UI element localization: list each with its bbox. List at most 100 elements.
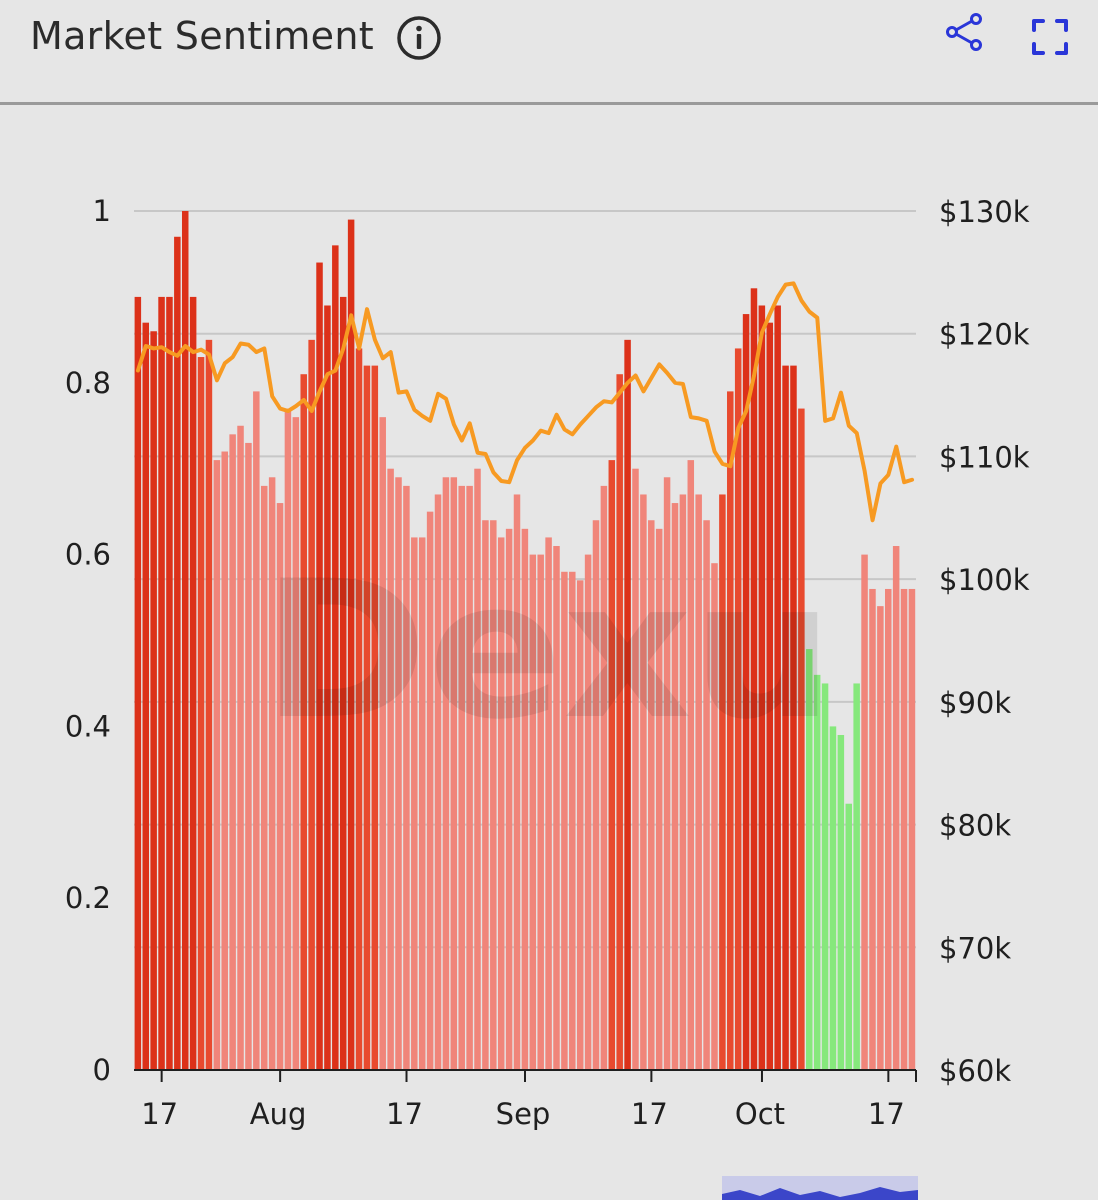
sentiment-bar: [482, 520, 489, 1070]
sentiment-bar: [434, 494, 442, 1071]
sentiment-bar: [600, 485, 608, 1070]
right-axis-tick-label: $100k: [939, 563, 1030, 597]
sentiment-bar: [458, 485, 465, 1070]
sentiment-bar: [885, 588, 892, 1070]
sentiment-bar: [150, 331, 157, 1070]
watermark-text: Dexu: [262, 540, 834, 761]
sentiment-bar: [734, 348, 742, 1070]
sentiment-bar: [813, 674, 821, 1070]
sentiment-bar: [497, 537, 505, 1070]
sentiment-bars: [134, 211, 916, 1071]
sentiment-bar: [703, 520, 710, 1070]
sentiment-bar: [379, 417, 386, 1070]
sentiment-bar: [553, 546, 560, 1070]
sentiment-bar: [387, 468, 394, 1070]
sentiment-bar: [276, 503, 284, 1070]
sentiment-bar: [300, 374, 307, 1071]
sentiment-bar: [189, 296, 197, 1070]
sentiment-bar: [790, 365, 797, 1070]
sentiment-bar: [798, 408, 805, 1070]
sentiment-bar: [845, 803, 853, 1070]
sentiment-bar: [411, 537, 418, 1070]
sentiment-bar: [750, 288, 758, 1070]
sentiment-bar: [877, 606, 884, 1070]
sentiment-bar: [632, 468, 639, 1070]
sentiment-bar: [316, 262, 323, 1070]
sentiment-bar: [505, 528, 513, 1070]
sentiment-bar: [355, 348, 363, 1070]
sentiment-bar: [766, 322, 774, 1070]
x-axis-tick-label: 17: [386, 1097, 423, 1131]
x-axis-tick-label: 17: [141, 1097, 178, 1131]
sentiment-bar: [245, 442, 252, 1070]
right-axis-tick-label: $110k: [939, 440, 1030, 474]
left-axis-tick-label: 0.8: [65, 366, 111, 400]
sentiment-bar: [640, 494, 647, 1071]
sentiment-bar: [569, 571, 576, 1070]
x-axis-tick-label: Oct: [735, 1097, 785, 1131]
chart-header: Market Sentiment: [0, 0, 1098, 105]
right-axis-tick-label: $90k: [939, 686, 1011, 720]
watermark-logo: Dexu: [262, 540, 834, 761]
info-icon[interactable]: [396, 15, 442, 61]
sentiment-bar: [861, 554, 868, 1070]
sentiment-bar: [829, 726, 837, 1070]
sentiment-bar: [513, 494, 521, 1071]
sentiment-bar: [561, 571, 568, 1070]
sentiment-bar: [624, 339, 631, 1071]
sentiment-bar: [821, 683, 829, 1070]
sentiment-bar: [655, 528, 663, 1070]
sentiment-bar: [324, 305, 331, 1070]
sentiment-bar: [774, 305, 781, 1070]
sentiment-bar: [442, 477, 450, 1070]
sentiment-bar: [663, 477, 671, 1070]
sentiment-bar: [174, 236, 181, 1070]
sentiment-bar: [782, 365, 789, 1070]
sentiment-bar: [892, 546, 900, 1070]
sentiment-bar: [371, 365, 379, 1070]
expand-icon[interactable]: [1030, 17, 1070, 57]
sentiment-bar: [687, 460, 695, 1070]
x-axis-tick-label: Sep: [496, 1097, 551, 1131]
sentiment-bar: [648, 520, 655, 1070]
sentiment-bar: [292, 417, 300, 1070]
sentiment-bar: [134, 296, 142, 1070]
mini-thumbnail: [722, 1176, 918, 1200]
sentiment-bar: [545, 537, 552, 1070]
sentiment-bar: [727, 391, 734, 1070]
sentiment-bar: [608, 460, 616, 1070]
sentiment-bar: [466, 485, 473, 1070]
sentiment-bar: [584, 554, 592, 1070]
sentiment-bar: [197, 357, 205, 1070]
right-axis-tick-label: $80k: [939, 809, 1011, 843]
right-axis-tick-label: $120k: [939, 318, 1030, 352]
page-title: Market Sentiment: [30, 14, 374, 58]
sentiment-bar: [142, 322, 149, 1070]
sentiment-bar: [347, 219, 355, 1071]
share-icon[interactable]: [944, 12, 984, 52]
right-axis-tick-label: $130k: [939, 195, 1030, 229]
sentiment-bar: [158, 296, 165, 1070]
sentiment-bar: [616, 374, 623, 1071]
sentiment-bar: [521, 528, 529, 1070]
sentiment-bar: [268, 477, 276, 1070]
sentiment-bar: [474, 468, 481, 1070]
sentiment-bar: [213, 460, 221, 1070]
sentiment-bar: [529, 554, 537, 1070]
sentiment-bar: [395, 477, 402, 1070]
right-axis-tick-label: $70k: [939, 931, 1011, 965]
sentiment-bar: [719, 494, 726, 1071]
sentiment-bar: [537, 554, 544, 1070]
left-axis-tick-label: 0.6: [65, 538, 111, 572]
left-axis-tick-label: 0.2: [65, 881, 111, 915]
sentiment-bar: [592, 520, 600, 1070]
sentiment-bar: [237, 425, 244, 1070]
left-axis-tick-label: 1: [93, 194, 111, 228]
right-axis-tick-label: $60k: [939, 1054, 1011, 1088]
left-axis-tick-label: 0: [93, 1053, 111, 1087]
x-axis-tick-label: Aug: [250, 1097, 307, 1131]
sentiment-bar: [339, 296, 347, 1070]
sentiment-bar: [853, 683, 860, 1070]
sentiment-bar: [837, 734, 845, 1070]
